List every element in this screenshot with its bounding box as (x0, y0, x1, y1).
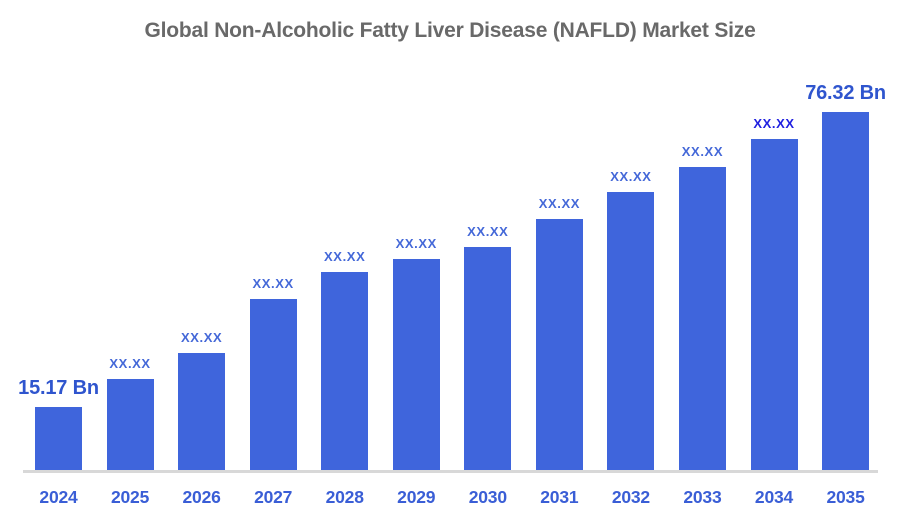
bar-value-label-2034: XX.XX (753, 116, 795, 131)
bar-value-label-2033: XX.XX (681, 144, 724, 159)
bar-value-label-2025: XX.XX (109, 356, 151, 371)
bar-2034 (750, 139, 798, 470)
bar-value-label-2035: 76.32 Bn (805, 82, 886, 104)
x-axis-label-2031: 2031 (540, 487, 579, 507)
bar-2035 (822, 112, 870, 470)
x-axis-label-2029: 2029 (397, 487, 436, 507)
bar-2030 (464, 247, 512, 470)
x-axis-label-2034: 2034 (754, 487, 794, 507)
x-axis-label-2024: 2024 (39, 487, 78, 507)
x-axis-label-2030: 2030 (468, 487, 507, 507)
bar-value-label-2024: 15.17 Bn (18, 377, 99, 399)
bar-2027 (249, 299, 297, 470)
x-axis-label-2025: 2025 (110, 487, 150, 507)
x-axis-label-2028: 2028 (325, 487, 364, 507)
bar-value-label-2026: XX.XX (180, 330, 223, 345)
x-axis-label-2027: 2027 (254, 487, 293, 507)
x-axis-line (23, 470, 878, 473)
bar-value-label-2032: XX.XX (610, 169, 652, 184)
bar-value-label-2030: XX.XX (467, 224, 509, 239)
bar-2028 (321, 272, 369, 470)
bar-2026 (178, 353, 226, 470)
x-axis-label-2033: 2033 (683, 487, 722, 507)
bar-2029 (392, 259, 440, 470)
x-axis-label-2032: 2032 (611, 487, 650, 507)
bar-value-label-2029: XX.XX (395, 236, 437, 251)
bar-2024 (35, 407, 82, 470)
x-axis-label-2035: 2035 (826, 487, 865, 507)
chart-title: Global Non-Alcoholic Fatty Liver Disease… (144, 19, 756, 42)
bar-value-label-2028: XX.XX (324, 249, 366, 264)
bar-2031 (535, 219, 583, 470)
bar-2032 (607, 192, 655, 470)
bar-2025 (106, 379, 154, 470)
bar-2033 (678, 167, 726, 470)
bar-value-label-2031: XX.XX (538, 196, 580, 211)
x-axis-label-2026: 2026 (182, 487, 221, 507)
bar-value-label-2027: XX.XX (252, 276, 294, 291)
